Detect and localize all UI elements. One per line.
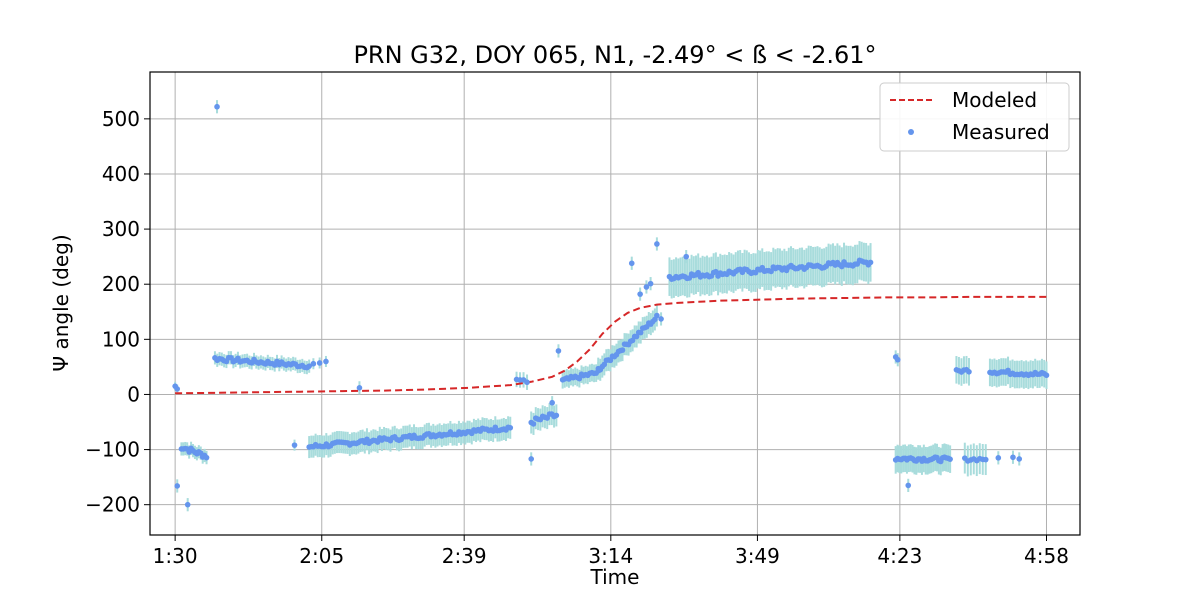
legend-measured-label: Measured	[952, 120, 1050, 144]
measured-point	[713, 268, 719, 275]
measured-point	[982, 456, 989, 463]
y-tick-label: 500	[102, 107, 140, 131]
measured-point	[683, 253, 690, 260]
measured-point	[374, 439, 381, 445]
measured-point	[966, 369, 972, 375]
measured-point	[995, 455, 1002, 461]
modeled-layer	[175, 295, 1047, 395]
x-tick-label: 2:05	[299, 544, 344, 568]
measured-point	[184, 501, 191, 508]
y-axis-label: Ψ angle (deg)	[49, 234, 73, 371]
measured-point	[549, 399, 555, 406]
measured-point	[291, 442, 298, 448]
measured-point	[356, 385, 363, 391]
measured-point	[316, 360, 323, 366]
modeled-line	[175, 295, 1047, 395]
measured-point	[214, 103, 220, 110]
legend-measured-swatch	[908, 129, 914, 135]
measured-point	[530, 421, 537, 427]
measured-point	[174, 483, 181, 489]
y-tick-label: 100	[102, 327, 140, 351]
measured-point	[947, 456, 953, 462]
tick-layer: 1:30 2:05 2:39 3:14 3:49 4:23 4:58 −200 −100 0 100…	[85, 107, 1069, 568]
x-tick-label: 4:58	[1024, 544, 1069, 568]
measured-point	[628, 260, 635, 267]
measured-point	[553, 412, 560, 419]
measured-point	[323, 358, 329, 365]
measured-point	[654, 312, 660, 319]
measured-point	[867, 259, 874, 266]
measured-point	[894, 356, 901, 363]
measured-point	[528, 456, 535, 462]
y-tick-label: 200	[102, 272, 140, 296]
x-tick-label: 4:23	[877, 544, 922, 568]
measured-point	[1010, 454, 1016, 461]
measured-point	[905, 482, 912, 489]
y-tick-label: 300	[102, 217, 140, 241]
measured-point	[310, 360, 317, 367]
x-tick-label: 3:14	[588, 544, 633, 568]
measured-point	[695, 269, 701, 276]
measured-point	[637, 291, 643, 297]
measured-point	[647, 280, 654, 287]
measured-point	[174, 386, 181, 392]
y-tick-label: 400	[102, 162, 140, 186]
measured-point	[555, 348, 562, 354]
x-tick-label: 1:30	[153, 544, 198, 568]
measured-point	[203, 454, 210, 461]
legend-modeled-label: Modeled	[952, 88, 1037, 112]
measured-point	[839, 263, 845, 270]
measured-point	[1016, 456, 1023, 462]
y-tick-label: −100	[85, 438, 140, 462]
measured-point	[576, 375, 583, 382]
chart-title: PRN G32, DOY 065, N1, -2.49° < ß < -2.61…	[353, 41, 876, 69]
measured-point	[654, 241, 660, 247]
measured-point	[637, 329, 644, 336]
measured-point	[1043, 372, 1050, 379]
plot-frame	[149, 71, 1081, 536]
x-tick-label: 2:39	[442, 544, 487, 568]
measured-point	[619, 347, 626, 353]
measured-point	[643, 284, 650, 290]
x-tick-label: 3:49	[735, 544, 780, 568]
measured-layer	[172, 103, 1050, 508]
x-axis-label: Time	[590, 565, 640, 589]
y-tick-label: −200	[85, 493, 140, 517]
measured-point	[768, 268, 774, 275]
grid-layer	[150, 72, 1080, 535]
measured-point	[658, 316, 664, 322]
measured-point	[306, 363, 312, 369]
measured-point	[507, 424, 514, 431]
measured-point	[524, 379, 530, 386]
legend: Modeled Measured	[879, 82, 1070, 152]
y-tick-label: 0	[127, 382, 140, 406]
